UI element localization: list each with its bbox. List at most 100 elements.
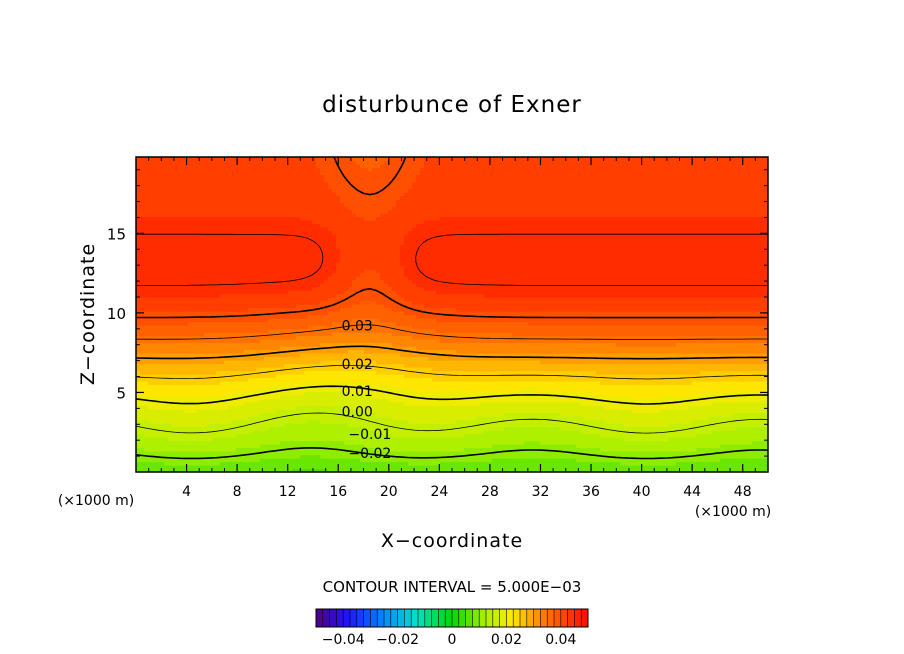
contour-cell — [152, 440, 157, 445]
contour-cell — [324, 237, 329, 242]
contour-cell — [196, 192, 201, 197]
contour-cell — [136, 188, 141, 193]
contour-cell — [152, 447, 157, 452]
contour-cell — [332, 272, 337, 277]
contour-cell — [236, 220, 241, 225]
contour-cell — [348, 307, 353, 312]
contour-cell — [264, 174, 269, 179]
contour-cell — [208, 451, 213, 456]
contour-cell — [260, 409, 265, 414]
contour-cell — [284, 185, 289, 190]
contour-cell — [268, 342, 273, 347]
contour-cell — [240, 419, 245, 424]
contour-cell — [152, 370, 157, 375]
contour-cell — [276, 367, 281, 372]
contour-cell — [204, 276, 209, 281]
contour-cell — [296, 164, 301, 169]
contour-cell — [320, 374, 325, 379]
contour-cell — [164, 346, 169, 351]
contour-cell — [260, 402, 265, 407]
contour-cell — [180, 391, 185, 396]
contour-cell — [184, 167, 189, 172]
contour-cell — [236, 444, 241, 449]
contour-cell — [204, 384, 209, 389]
contour-cell — [280, 234, 285, 239]
contour-cell — [336, 265, 341, 270]
contour-cell — [276, 272, 281, 277]
contour-cell — [288, 398, 293, 403]
contour-cell — [240, 206, 245, 211]
contour-cell — [180, 164, 185, 169]
contour-cell — [212, 451, 217, 456]
contour-cell — [284, 286, 289, 291]
contour-cell — [340, 419, 345, 424]
contour-cell — [148, 437, 153, 442]
contour-cell — [308, 444, 313, 449]
contour-cell — [312, 258, 317, 263]
contour-cell — [252, 244, 257, 249]
contour-cell — [348, 244, 353, 249]
contour-cell — [224, 181, 229, 186]
contour-cell — [224, 192, 229, 197]
contour-cell — [300, 160, 305, 165]
contour-cell — [164, 461, 169, 466]
contour-cell — [200, 409, 205, 414]
contour-cell — [172, 360, 177, 365]
contour-cell — [268, 276, 273, 281]
contour-cell — [272, 328, 277, 333]
contour-cell — [240, 356, 245, 361]
contour-cell — [288, 339, 293, 344]
contour-cell — [336, 321, 341, 326]
contour-cell — [264, 237, 269, 242]
contour-cell — [184, 248, 189, 253]
contour-cell — [168, 346, 173, 351]
contour-cell — [252, 419, 257, 424]
contour-cell — [136, 419, 141, 424]
contour-cell — [148, 223, 153, 228]
contour-cell — [160, 321, 165, 326]
contour-cell — [276, 286, 281, 291]
contour-cell — [236, 440, 241, 445]
contour-cell — [184, 293, 189, 298]
contour-cell — [160, 213, 165, 218]
contour-cell — [308, 465, 313, 470]
contour-cell — [208, 276, 213, 281]
contour-cell — [208, 433, 213, 438]
contour-cell — [264, 216, 269, 221]
contour-cell — [220, 405, 225, 410]
contour-cell — [164, 325, 169, 330]
contour-cell — [332, 465, 337, 470]
contour-cell — [296, 157, 301, 162]
contour-cell — [176, 213, 181, 218]
contour-cell — [156, 381, 161, 386]
contour-cell — [340, 426, 345, 431]
contour-cell — [336, 181, 341, 186]
contour-cell — [304, 416, 309, 421]
contour-cell — [188, 195, 193, 200]
contour-cell — [212, 213, 217, 218]
contour-cell — [160, 255, 165, 260]
contour-cell — [200, 433, 205, 438]
contour-cell — [352, 290, 357, 295]
contour-cell — [192, 262, 197, 267]
contour-cell — [328, 272, 333, 277]
contour-cell — [288, 377, 293, 382]
contour-cell — [192, 349, 197, 354]
contour-cell — [348, 314, 353, 319]
contour-cell — [224, 206, 229, 211]
contour-cell — [352, 395, 357, 400]
contour-cell — [172, 447, 177, 452]
contour-cell — [224, 367, 229, 372]
contour-cell — [184, 286, 189, 291]
contour-cell — [212, 468, 217, 472]
contour-cell — [276, 199, 281, 204]
contour-cell — [236, 234, 241, 239]
contour-cell — [304, 216, 309, 221]
contour-cell — [304, 468, 309, 472]
contour-cell — [200, 216, 205, 221]
contour-cell — [308, 227, 313, 232]
contour-cell — [244, 160, 249, 165]
contour-cell — [312, 265, 317, 270]
contour-cell — [204, 255, 209, 260]
contour-cell — [312, 286, 317, 291]
